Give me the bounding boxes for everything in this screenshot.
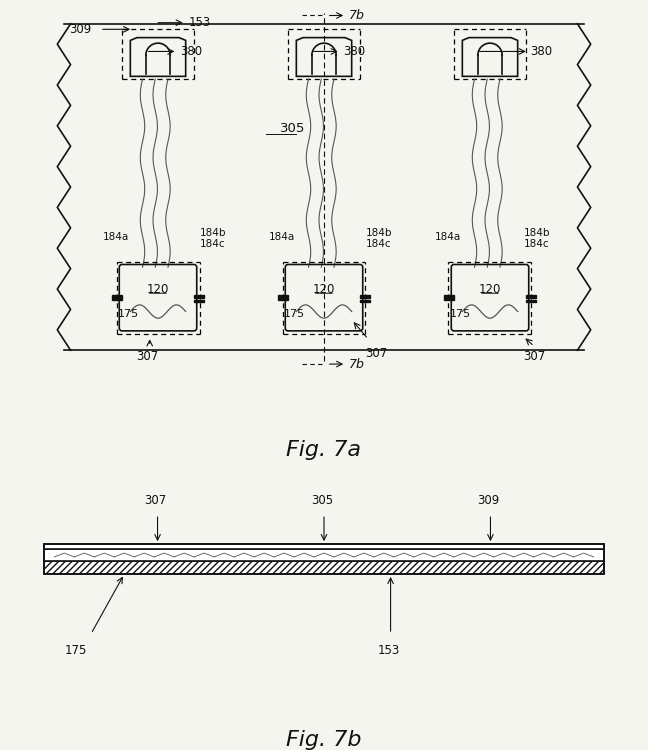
Text: 380: 380 — [530, 45, 552, 58]
Text: 309: 309 — [69, 22, 92, 36]
Text: 184b: 184b — [524, 228, 551, 238]
Text: 184a: 184a — [269, 232, 295, 242]
Text: 120: 120 — [479, 283, 501, 296]
Bar — [194, 300, 204, 302]
Text: 175: 175 — [118, 309, 139, 320]
Text: 184b: 184b — [365, 228, 392, 238]
Text: 7b: 7b — [349, 358, 365, 370]
Text: 380: 380 — [343, 45, 365, 58]
Bar — [444, 296, 454, 300]
Bar — [194, 296, 204, 298]
Bar — [112, 296, 122, 300]
Text: 184a: 184a — [102, 232, 129, 242]
Text: 309: 309 — [477, 494, 500, 508]
Text: 184c: 184c — [524, 239, 550, 249]
Bar — [44, 544, 604, 550]
Bar — [44, 550, 604, 560]
Text: 307: 307 — [136, 350, 158, 363]
Text: 184c: 184c — [365, 239, 391, 249]
Text: 380: 380 — [180, 45, 202, 58]
Text: 7b: 7b — [349, 9, 365, 22]
Text: 305: 305 — [310, 494, 333, 508]
Bar — [526, 300, 536, 302]
Bar — [360, 296, 370, 298]
Text: 120: 120 — [313, 283, 335, 296]
Bar — [278, 296, 288, 300]
Text: 153: 153 — [377, 644, 400, 657]
Text: 175: 175 — [450, 309, 471, 320]
Text: 307: 307 — [365, 347, 388, 361]
Text: 307: 307 — [523, 350, 546, 363]
Text: Fig. 7b: Fig. 7b — [286, 730, 362, 750]
Text: 175: 175 — [64, 644, 87, 657]
Text: 120: 120 — [147, 283, 169, 296]
Text: 175: 175 — [284, 309, 305, 320]
Text: 305: 305 — [280, 122, 305, 136]
Text: 184a: 184a — [435, 232, 461, 242]
Bar — [360, 300, 370, 302]
Text: 184b: 184b — [200, 228, 226, 238]
Text: 153: 153 — [189, 16, 211, 29]
Bar — [44, 544, 604, 574]
Text: 184c: 184c — [200, 239, 225, 249]
Bar — [44, 560, 604, 574]
Bar — [526, 296, 536, 298]
Text: Fig. 7a: Fig. 7a — [286, 440, 362, 460]
Text: 307: 307 — [145, 494, 167, 508]
